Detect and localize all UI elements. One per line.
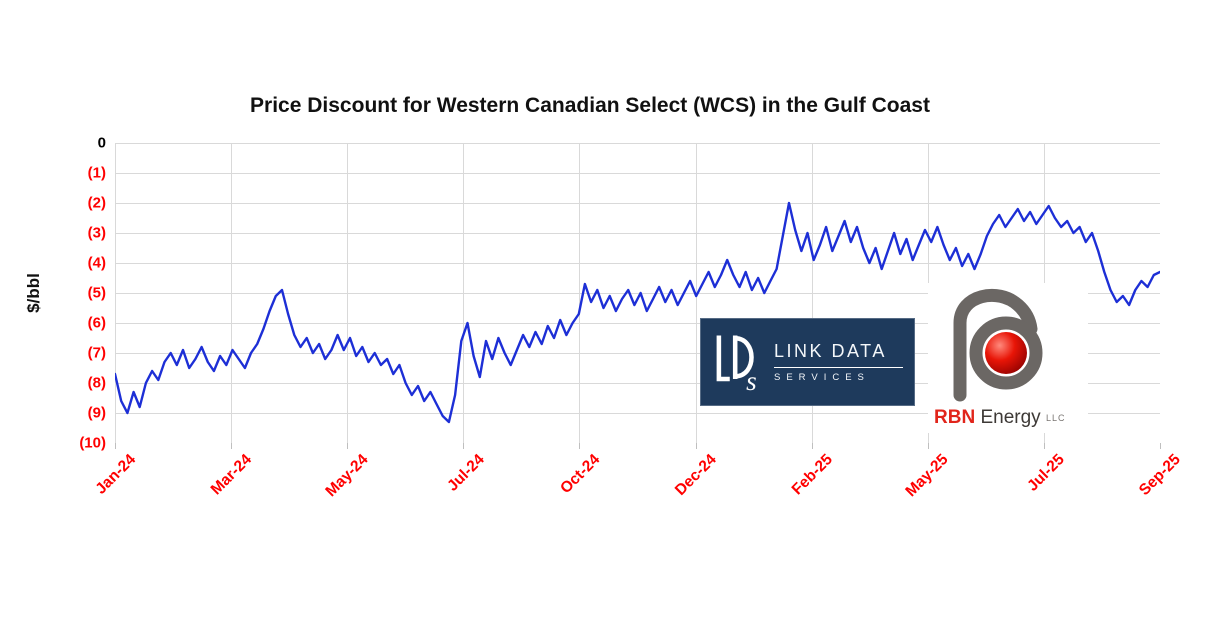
lds-logo-divider (774, 367, 903, 368)
x-tick-label: Jan-24 (92, 451, 140, 498)
x-tick-mark (115, 443, 116, 449)
rbn-energy-logo: RBN Energy LLC (928, 283, 1088, 433)
x-tick-mark (231, 443, 233, 449)
link-data-services-logo: s LINK DATA SERVICES (700, 318, 915, 406)
x-tick-mark (927, 443, 929, 449)
x-tick-mark (347, 443, 349, 449)
x-tick-mark (463, 443, 465, 449)
x-tick-mark (579, 443, 581, 449)
x-tick-label: Feb-25 (788, 451, 836, 499)
x-tick-label: Dec-24 (671, 451, 720, 499)
x-tick-label: May-24 (322, 451, 372, 501)
y-tick-label: (4) (87, 254, 106, 272)
x-tick-label: Oct-24 (557, 451, 604, 498)
x-tick-label: Jul-25 (1024, 451, 1068, 495)
rbn-brand: RBN (934, 407, 976, 428)
lds-logo-line2: SERVICES (774, 372, 870, 383)
lds-logo-text: LINK DATA SERVICES (774, 341, 903, 383)
rbn-logo-text: RBN Energy LLC (934, 408, 1065, 427)
data-series-line (115, 201, 1160, 424)
x-tick-label: Jul-24 (443, 451, 488, 495)
rbn-brand2: Energy (975, 407, 1041, 428)
x-tick-mark (811, 443, 813, 449)
x-tick-mark (695, 443, 697, 449)
y-tick-label: (2) (87, 194, 106, 212)
x-tick-mark (1160, 443, 1161, 449)
chart-title: Price Discount for Western Canadian Sele… (250, 94, 930, 117)
y-tick-label: 0 (97, 134, 106, 152)
y-tick-label: (5) (87, 284, 106, 302)
x-tick-mark (1043, 443, 1045, 449)
x-tick-label: May-25 (902, 451, 952, 501)
lds-logo-line1: LINK DATA (774, 341, 887, 361)
y-tick-label: (3) (87, 224, 106, 242)
y-tick-label: (7) (87, 344, 106, 362)
y-tick-label: (10) (79, 434, 106, 452)
x-tick-label: Mar-24 (207, 451, 256, 499)
y-tick-label: (9) (87, 404, 106, 422)
lds-monogram-icon: s (708, 328, 766, 397)
y-tick-label: (8) (87, 374, 106, 392)
x-tick-label: Sep-25 (1136, 451, 1185, 499)
y-tick-label: (6) (87, 314, 106, 332)
svg-text:s: s (746, 365, 757, 391)
y-tick-label: (1) (87, 164, 106, 182)
rbn-mark-icon (936, 285, 1060, 408)
rbn-suffix: LLC (1045, 413, 1066, 423)
